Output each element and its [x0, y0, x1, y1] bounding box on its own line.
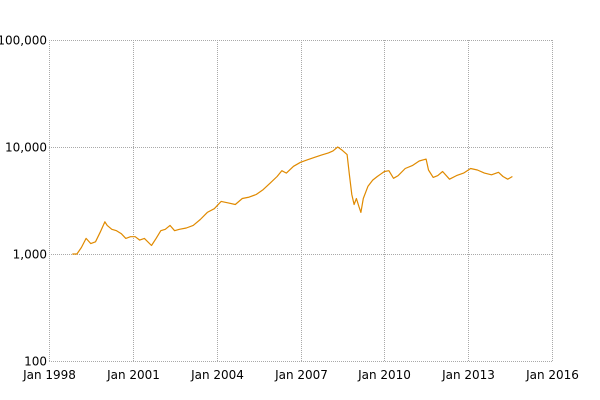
- x-tick-label: Jan 1998: [22, 368, 76, 382]
- y-tick-label: 100,000: [0, 34, 47, 48]
- x-tick-label: Jan 2010: [357, 368, 411, 382]
- x-tick-label: Jan 2004: [190, 368, 244, 382]
- grid-layer: [49, 40, 553, 362]
- x-tick-label: Jan 2001: [106, 368, 160, 382]
- series-line: [72, 146, 513, 255]
- y-tick-label: 1,000: [13, 248, 47, 262]
- x-tick-label: Jan 2016: [525, 368, 579, 382]
- y-axis-tick-labels: 100 1,000 10,000 100,000: [0, 34, 47, 369]
- series-layer: [72, 146, 513, 255]
- x-axis-tick-labels: Jan 1998 Jan 2001 Jan 2004 Jan 2007 Jan 2010…: [22, 368, 579, 382]
- y-tick-label: 10,000: [5, 141, 47, 155]
- x-tick-label: Jan 2013: [441, 368, 495, 382]
- y-tick-label: 100: [24, 355, 47, 369]
- x-tick-label: Jan 2007: [274, 368, 328, 382]
